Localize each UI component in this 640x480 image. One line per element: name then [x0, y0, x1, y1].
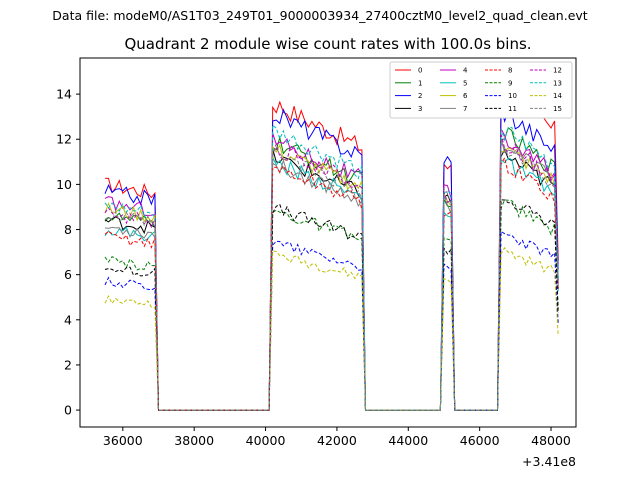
series-line-14: [104, 246, 559, 411]
y-tick-label: 12: [56, 132, 72, 147]
legend-label: 8: [508, 67, 512, 75]
legend-label: 4: [463, 67, 468, 75]
legend-label: 10: [508, 92, 517, 100]
plot-lines: [104, 88, 559, 411]
series-line-9: [104, 199, 559, 411]
x-tick-label: 44000: [388, 433, 428, 448]
series-line-4: [104, 128, 559, 411]
y-tick-label: 6: [64, 267, 72, 282]
y-tick-label: 4: [64, 312, 72, 327]
series-line-5: [104, 157, 559, 411]
legend-label: 6: [463, 92, 468, 100]
legend-label: 11: [508, 105, 517, 113]
legend-label: 9: [508, 79, 512, 87]
legend-label: 7: [463, 105, 467, 113]
series-line-12: [104, 133, 559, 411]
y-tick-label: 14: [56, 87, 72, 102]
x-axis: 36000 38000 40000 42000 44000 46000 48000: [103, 427, 571, 448]
x-tick-label: 48000: [531, 433, 571, 448]
legend-box: [389, 61, 573, 119]
series-line-1: [104, 126, 559, 411]
legend-label: 15: [553, 105, 562, 113]
legend-label: 0: [418, 67, 422, 75]
x-tick-label: 46000: [460, 433, 500, 448]
legend-label: 12: [553, 67, 562, 75]
x-tick-label: 40000: [246, 433, 286, 448]
series-line-10: [104, 230, 559, 411]
plot-frame: [79, 57, 577, 428]
legend-label: 14: [553, 92, 562, 100]
legend-label: 5: [463, 79, 467, 87]
legend-label: 13: [553, 79, 562, 87]
series-line-15: [104, 142, 559, 411]
y-tick-label: 2: [64, 357, 72, 372]
series-line-2: [104, 106, 559, 411]
series-line-7: [104, 138, 559, 411]
y-tick-label: 8: [64, 222, 72, 237]
series-line-11: [104, 199, 559, 411]
x-tick-label: 38000: [174, 433, 214, 448]
x-tick-label: 42000: [317, 433, 357, 448]
suptitle: Data file: modeM0/AS1T03_249T01_90000039…: [52, 8, 587, 23]
series-line-8: [104, 156, 559, 411]
chart-title: Quadrant 2 module wise count rates with …: [124, 35, 531, 53]
series-line-3: [104, 148, 559, 411]
y-axis: 0 2 4 6 8 10 12 14: [56, 87, 80, 418]
series-line-0: [104, 88, 559, 411]
legend-label: 3: [418, 105, 422, 113]
x-offset-label: +3.41e8: [522, 454, 576, 469]
x-tick-label: 36000: [103, 433, 143, 448]
legend-label: 2: [418, 92, 422, 100]
y-tick-label: 0: [64, 403, 72, 418]
y-tick-label: 10: [56, 177, 72, 192]
legend-label: 1: [418, 79, 422, 87]
